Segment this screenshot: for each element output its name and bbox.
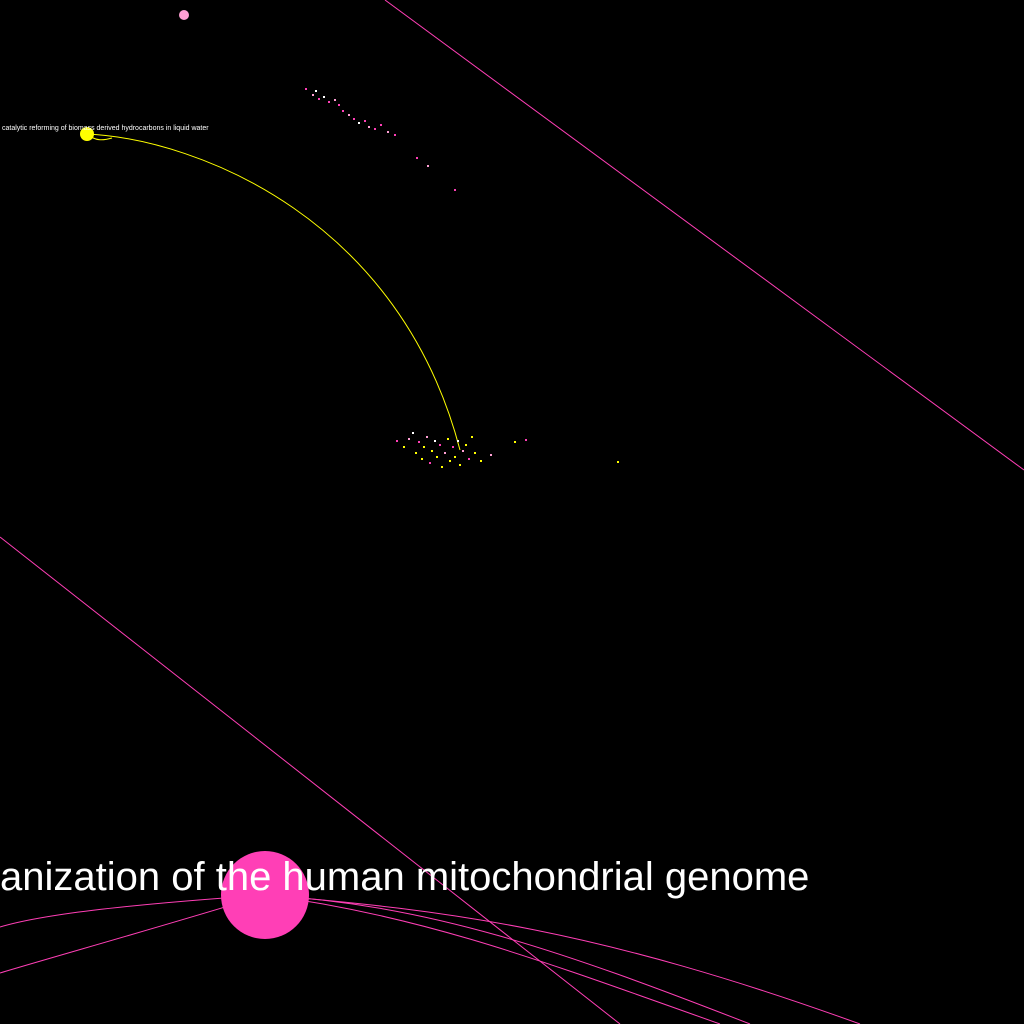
node [387, 131, 389, 133]
node [318, 98, 320, 100]
node [364, 120, 366, 122]
node [415, 452, 417, 454]
node [368, 126, 370, 128]
node [312, 94, 314, 96]
node [480, 460, 482, 462]
node [429, 462, 431, 464]
node [423, 446, 425, 448]
edge [0, 894, 266, 928]
node [474, 452, 476, 454]
upper-node-cluster [305, 88, 456, 191]
node [348, 114, 350, 116]
node [426, 436, 428, 438]
edge [384, 0, 1024, 471]
node [342, 110, 344, 112]
node-label-small: catalytic reforming of biomass derived h… [2, 125, 209, 132]
node [468, 458, 470, 460]
node [358, 122, 360, 124]
node [396, 440, 398, 442]
edge-yellow [87, 133, 461, 451]
node [452, 446, 454, 448]
node [525, 439, 527, 441]
node [305, 88, 307, 90]
node [315, 90, 317, 92]
node [403, 446, 405, 448]
node [617, 461, 619, 463]
node [394, 134, 396, 136]
node [514, 441, 516, 443]
node [436, 456, 438, 458]
node [449, 460, 451, 462]
node [323, 96, 325, 98]
node [490, 454, 492, 456]
node [465, 444, 467, 446]
node [408, 438, 410, 440]
node [412, 432, 414, 434]
node [439, 444, 441, 446]
node [434, 440, 436, 442]
central-node-cluster [396, 432, 619, 468]
node [421, 458, 423, 460]
node [457, 440, 459, 442]
edge [0, 536, 621, 1024]
node-label-large: anization of the human mitochondrial gen… [0, 855, 809, 899]
node [380, 124, 382, 126]
node [471, 436, 473, 438]
node [447, 438, 449, 440]
node [353, 118, 355, 120]
node [459, 464, 461, 466]
edge [264, 894, 861, 1024]
node-yellow[interactable] [80, 127, 94, 141]
node [418, 441, 420, 443]
node [416, 157, 418, 159]
node [334, 99, 336, 101]
edge [264, 894, 721, 1024]
node [338, 104, 340, 106]
edge [0, 894, 266, 974]
node [431, 450, 433, 452]
node [444, 452, 446, 454]
edge [264, 894, 751, 1024]
node [427, 165, 429, 167]
node-large-pink[interactable] [221, 851, 309, 939]
node [441, 466, 443, 468]
node [462, 450, 464, 452]
node [374, 128, 376, 130]
node [328, 101, 330, 103]
node [454, 456, 456, 458]
node-small-pink[interactable] [179, 10, 189, 20]
node [454, 189, 456, 191]
